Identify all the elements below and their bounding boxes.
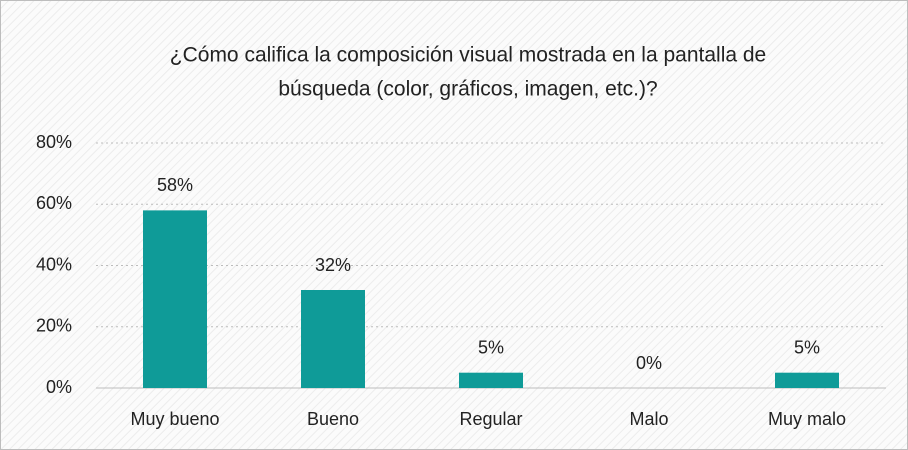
bar bbox=[301, 290, 365, 388]
x-tick-label: Bueno bbox=[307, 409, 359, 429]
data-label: 58% bbox=[157, 175, 193, 195]
y-tick-label: 60% bbox=[36, 193, 72, 213]
data-label: 0% bbox=[636, 353, 662, 373]
x-tick-label: Regular bbox=[459, 409, 522, 429]
bar bbox=[459, 372, 523, 388]
chart-title: ¿Cómo califica la composición visual mos… bbox=[170, 44, 766, 67]
bar bbox=[143, 210, 207, 388]
x-tick-label: Muy malo bbox=[768, 409, 846, 429]
data-label: 5% bbox=[478, 337, 504, 357]
chart-title: búsqueda (color, gráficos, imagen, etc.)… bbox=[278, 78, 657, 101]
y-tick-label: 0% bbox=[46, 377, 72, 397]
x-tick-label: Muy bueno bbox=[130, 409, 219, 429]
x-tick-label: Malo bbox=[629, 409, 668, 429]
data-label: 5% bbox=[794, 337, 820, 357]
data-label: 32% bbox=[315, 255, 351, 275]
bar bbox=[775, 372, 839, 388]
y-tick-label: 40% bbox=[36, 254, 72, 274]
y-tick-label: 80% bbox=[36, 132, 72, 152]
y-tick-label: 20% bbox=[36, 316, 72, 336]
